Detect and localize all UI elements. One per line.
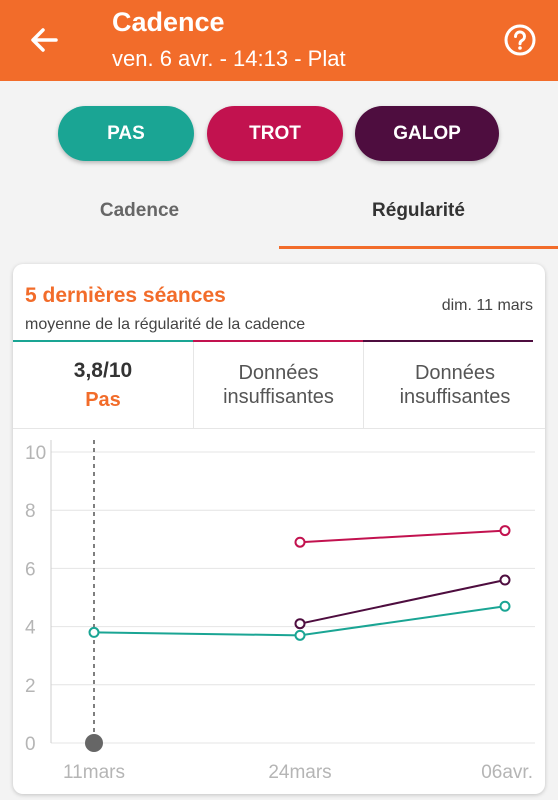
stat-cell-pas: 3,8/10 Pas — [13, 342, 193, 429]
help-circle-icon — [504, 24, 536, 56]
series-line-segment — [299, 579, 506, 625]
tab-regularite[interactable]: Régularité — [372, 200, 465, 221]
y-tick-label: 8 — [25, 501, 36, 522]
stat-cell-trot: Données insuffisantes — [193, 342, 363, 429]
stat-text-galop-line1: Données — [414, 362, 496, 384]
tab-cadence[interactable]: Cadence — [99, 200, 180, 221]
series-line-segment — [299, 605, 506, 637]
segment-trot-line — [193, 340, 363, 342]
page-subtitle: ven. 6 avr. - 14:13 - Plat — [112, 46, 346, 71]
y-tick-label: 6 — [25, 559, 36, 580]
y-tick-label: 4 — [25, 618, 36, 639]
page-title: Cadence — [112, 7, 225, 37]
y-tick-label: 2 — [25, 676, 36, 697]
data-point — [499, 600, 511, 612]
gait-button-galop[interactable]: GALOP — [355, 106, 499, 161]
stat-text-galop-line2: insuffisantes — [399, 386, 511, 408]
card-title: 5 dernières séances — [25, 284, 226, 307]
tab-indicator — [279, 246, 558, 249]
data-point — [294, 618, 306, 630]
stats-card: 5 dernières séances moyenne de la régula… — [13, 264, 545, 794]
y-tick-label: 0 — [25, 734, 36, 755]
segment-galop-line — [363, 340, 533, 342]
y-tick-label: 10 — [25, 443, 46, 464]
card-date: dim. 11 mars — [441, 297, 533, 314]
back-button[interactable] — [26, 22, 62, 58]
app-bar: Cadence ven. 6 avr. - 14:13 - Plat — [0, 0, 558, 81]
x-tick-label: 24mars — [268, 762, 331, 783]
help-button[interactable] — [502, 22, 538, 58]
gait-button-trot[interactable]: TROT — [207, 106, 343, 161]
segment-pas-line — [13, 340, 193, 342]
data-point — [294, 629, 306, 641]
stat-text-trot-line1: Données — [238, 362, 319, 384]
x-tick-label: 06avr. — [481, 762, 533, 783]
selected-date-marker-dot — [85, 734, 103, 752]
x-tick-label: 11mars — [63, 762, 125, 783]
series-line-segment — [93, 631, 301, 637]
arrow-left-icon — [31, 28, 58, 52]
series-line-segment — [299, 529, 506, 544]
data-point — [499, 574, 511, 586]
data-point — [294, 536, 306, 548]
stat-label-pas: Pas — [85, 388, 121, 411]
stat-cell-galop: Données insuffisantes — [363, 342, 545, 429]
regularity-line-chart: 0 2 4 6 8 10 11mars 24mars 06avr. — [25, 440, 535, 783]
stat-text-trot-line2: insuffisantes — [223, 386, 334, 408]
data-point — [499, 525, 511, 537]
gait-button-pas[interactable]: PAS — [58, 106, 194, 161]
card-subtitle: moyenne de la régularité de la cadence — [25, 316, 306, 333]
stat-value-pas: 3,8/10 — [73, 358, 133, 382]
data-point — [88, 626, 100, 638]
